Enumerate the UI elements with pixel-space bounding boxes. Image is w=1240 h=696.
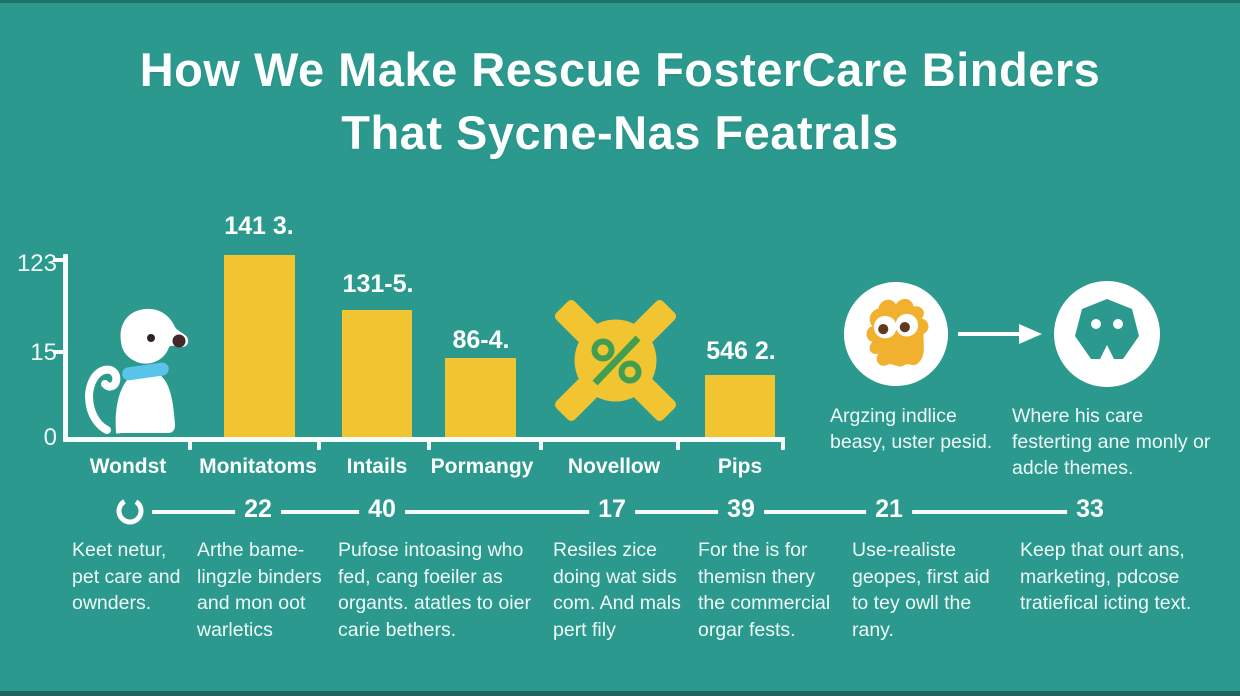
plot-area [62,253,792,437]
page-title-line-1: How We Make Rescue FosterCare Binders [139,43,1101,96]
bar-value-intails: 131-5. [342,270,414,298]
callout-right-text: Where his care festerting ane monly or a… [1012,405,1211,479]
x-axis-tick-4 [539,437,543,450]
category-label-novellow: Novellow [567,455,661,478]
x-axis-tick-3 [427,437,431,450]
step-text-3: Pufose intoasing who fed, cang foeiler a… [338,539,531,641]
bar-monitatoms [224,255,295,437]
bar-pormangy [445,358,516,437]
percent-cross-icon [554,299,677,422]
pet-face-icon [1054,281,1160,387]
y-tick-label-15: 15 [30,339,57,366]
step-text-2: Arthe bame-lingzle binders and mon oot w… [197,539,322,641]
power-circle-icon [116,497,144,525]
category-label-pips: Pips [717,455,763,478]
timeline-number-1: 22 [235,495,281,524]
timeline-number-6: 33 [1067,495,1113,524]
y-tick-label-123: 123 [16,250,57,277]
timeline-start-node [108,496,152,528]
top-edge-shadow [0,0,1240,3]
timeline-number-3: 17 [589,495,635,524]
x-axis-tick-6 [781,437,785,450]
dog-icon [85,308,189,434]
timeline-number-2: 40 [359,495,405,524]
bar-intails [342,310,412,437]
bar-value-pormangy: 86-4. [452,326,510,354]
x-axis-tick-5 [676,437,680,450]
y-tick-label-0: 0 [43,424,57,451]
category-label-pormangy: Pormangy [430,455,534,478]
timeline-number-4: 39 [718,495,764,524]
bar-pips [705,375,775,437]
x-axis-line [63,437,785,442]
bottom-edge-shadow [0,691,1240,696]
bar-value-monitatoms: 141 3. [224,212,294,240]
x-axis-tick-1 [188,437,192,450]
step-text-6: Use-realiste geopes, first aid to tey ow… [852,539,990,641]
pet-blob-icon [843,281,949,387]
y-axis-line [63,254,68,442]
step-text-1: Keet netur, pet care and ownders. [72,539,181,614]
y-axis-tick-15 [53,350,64,354]
category-label-monitatoms: Monitatoms [199,455,317,478]
y-axis-tick-123 [53,258,64,262]
category-label-intails: Intails [346,455,408,478]
arrow-right-icon [958,324,1042,344]
step-text-5: For the is for themisn thery the commerc… [698,539,831,641]
x-axis-tick-2 [317,437,321,450]
page-title-line-2: That Sycne-Nas Featrals [341,106,899,159]
callout-left-text: Argzing indlice beasy, uster pesid. [830,405,993,453]
step-text-7: Keep that ourt ans, marketing, pdcose tr… [1020,539,1192,614]
bar-value-pips: 546 2. [706,337,776,365]
category-label-wondst: Wondst [89,455,167,478]
timeline-number-5: 21 [866,495,912,524]
step-text-4: Resiles zice doing wat sids com. And mal… [553,539,681,641]
